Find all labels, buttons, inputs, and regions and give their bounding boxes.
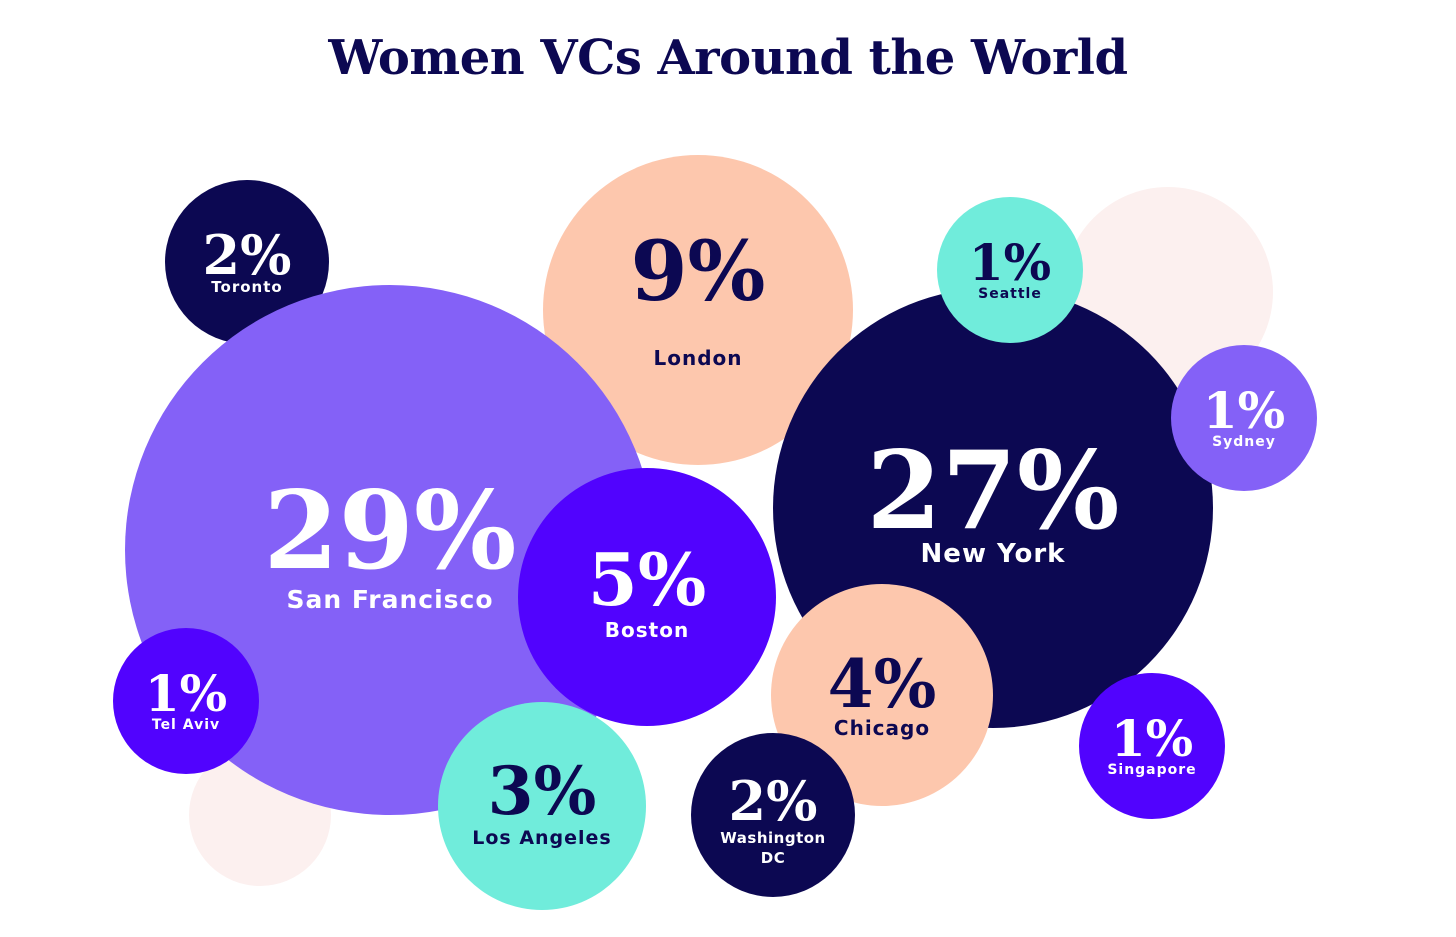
bubble-chicago: 4%Chicago	[771, 584, 993, 806]
bubble-label-tel-aviv: Tel Aviv	[152, 717, 220, 733]
bubble-value-new-york: 27%	[867, 428, 1120, 554]
bubble-label-washington-dc: Washington DC	[720, 829, 825, 867]
bubble-label-chicago: Chicago	[834, 716, 930, 740]
bubble-circle-boston	[518, 468, 776, 726]
bubble-circle-chicago	[771, 584, 993, 806]
bubble-label-singapore: Singapore	[1107, 762, 1196, 778]
bubble-london: 9% London	[543, 155, 853, 465]
bubble-circle-los-angeles	[438, 702, 646, 910]
bubble-value-chicago: 4%	[828, 645, 937, 723]
bubble-label-san-francisco: San Francisco	[286, 585, 493, 614]
bubble-value-seattle: 1%	[969, 233, 1051, 292]
bubble-los-angeles: 3%Los Angeles	[438, 702, 646, 910]
bubble-circle-washington-dc	[691, 733, 855, 897]
bubble-boston: 5%Boston	[518, 468, 776, 726]
bubble-circle-tel-aviv	[113, 628, 259, 774]
bubble-value-san-francisco: 29%	[264, 468, 517, 594]
bubble-seattle: 1%Seattle	[937, 197, 1083, 343]
bubble-value-tel-aviv: 1%	[145, 664, 227, 723]
bubble-label-london: London	[653, 346, 742, 370]
bubble-value-boston: 5%	[588, 537, 707, 622]
bubble-singapore: 1%Singapore	[1079, 673, 1225, 819]
bubble-value-sydney: 1%	[1203, 381, 1285, 440]
bubble-circle-sydney	[1171, 345, 1317, 491]
bubble-circle-toronto	[165, 180, 329, 344]
bubble-label-seattle: Seattle	[978, 286, 1042, 302]
bubble-label-los-angeles: Los Angeles	[472, 827, 612, 849]
bubble-label-toronto: Toronto	[211, 278, 282, 296]
bubble-label-sydney: Sydney	[1212, 434, 1276, 450]
bubble-label-new-york: New York	[921, 539, 1066, 569]
bubble-circle-san-francisco	[125, 285, 655, 815]
bubble-toronto: 2%Toronto	[165, 180, 329, 344]
bubble-value-toronto: 2%	[203, 223, 292, 287]
bubble-circle-singapore	[1079, 673, 1225, 819]
bubble-value-washington-dc: 2%	[729, 769, 818, 833]
bubble-value-singapore: 1%	[1111, 709, 1193, 768]
bubble-label-boston: Boston	[605, 618, 689, 642]
bubble-circle-seattle	[937, 197, 1083, 343]
bubble-value-london: 9%	[631, 224, 766, 320]
bubble-circle-london	[543, 155, 853, 465]
bubble-value-los-angeles: 3%	[488, 752, 597, 830]
chart-title: Women VCs Around the World	[328, 30, 1128, 86]
bubble-tel-aviv: 1%Tel Aviv	[113, 628, 259, 774]
bubble-sydney: 1%Sydney	[1171, 345, 1317, 491]
bubble-washington-dc: 2%Washington DC	[691, 733, 855, 897]
bubble-san-francisco: 29%San Francisco	[125, 285, 655, 815]
